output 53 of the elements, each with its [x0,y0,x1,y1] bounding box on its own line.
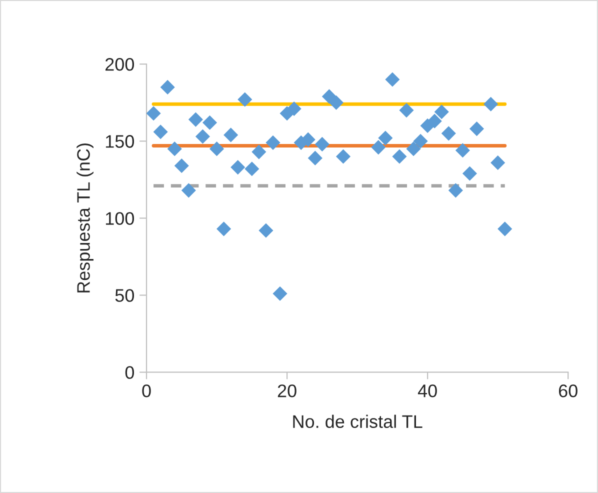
point [378,130,393,146]
x-tick-label: 0 [142,384,151,398]
x-axis-title: No. de cristal TL [293,414,422,428]
point [314,136,330,152]
point [399,103,414,118]
point [195,129,210,144]
y-tick-label: 0 [125,366,134,379]
point [167,142,182,156]
point [153,124,168,140]
point [413,134,428,148]
point [484,96,498,112]
point [160,80,175,94]
point [434,104,449,120]
point [336,149,351,164]
point [328,95,344,110]
point [490,155,506,170]
x-tick-label: 40 [418,384,437,398]
point [406,142,421,156]
point [455,143,470,158]
y-tick-label: 150 [106,135,134,148]
point [308,150,322,166]
point [146,106,161,121]
y-axis-title: Respuesta TL (nC) [76,144,94,292]
point [427,114,442,128]
point [498,222,512,236]
point [174,158,189,174]
point [371,140,386,155]
point [188,112,203,127]
point [322,89,336,104]
y-tick-label: 100 [106,212,134,225]
point [448,183,463,198]
point [441,126,456,141]
point [385,72,400,87]
point [258,223,274,238]
point [238,92,252,107]
y-tick-label: 200 [105,58,134,71]
point [209,142,224,156]
point [462,166,478,181]
y-tick-label: 50 [115,289,134,302]
point [216,222,232,236]
point [230,160,246,175]
point [244,162,260,176]
point [181,183,196,198]
point [469,122,484,136]
point [266,135,280,150]
x-tick-label: 60 [558,384,578,398]
point [392,149,407,164]
point [202,115,218,130]
point [272,286,288,301]
point [286,101,302,116]
point [224,128,238,142]
x-tick-label: 20 [278,384,296,398]
point [252,144,266,160]
